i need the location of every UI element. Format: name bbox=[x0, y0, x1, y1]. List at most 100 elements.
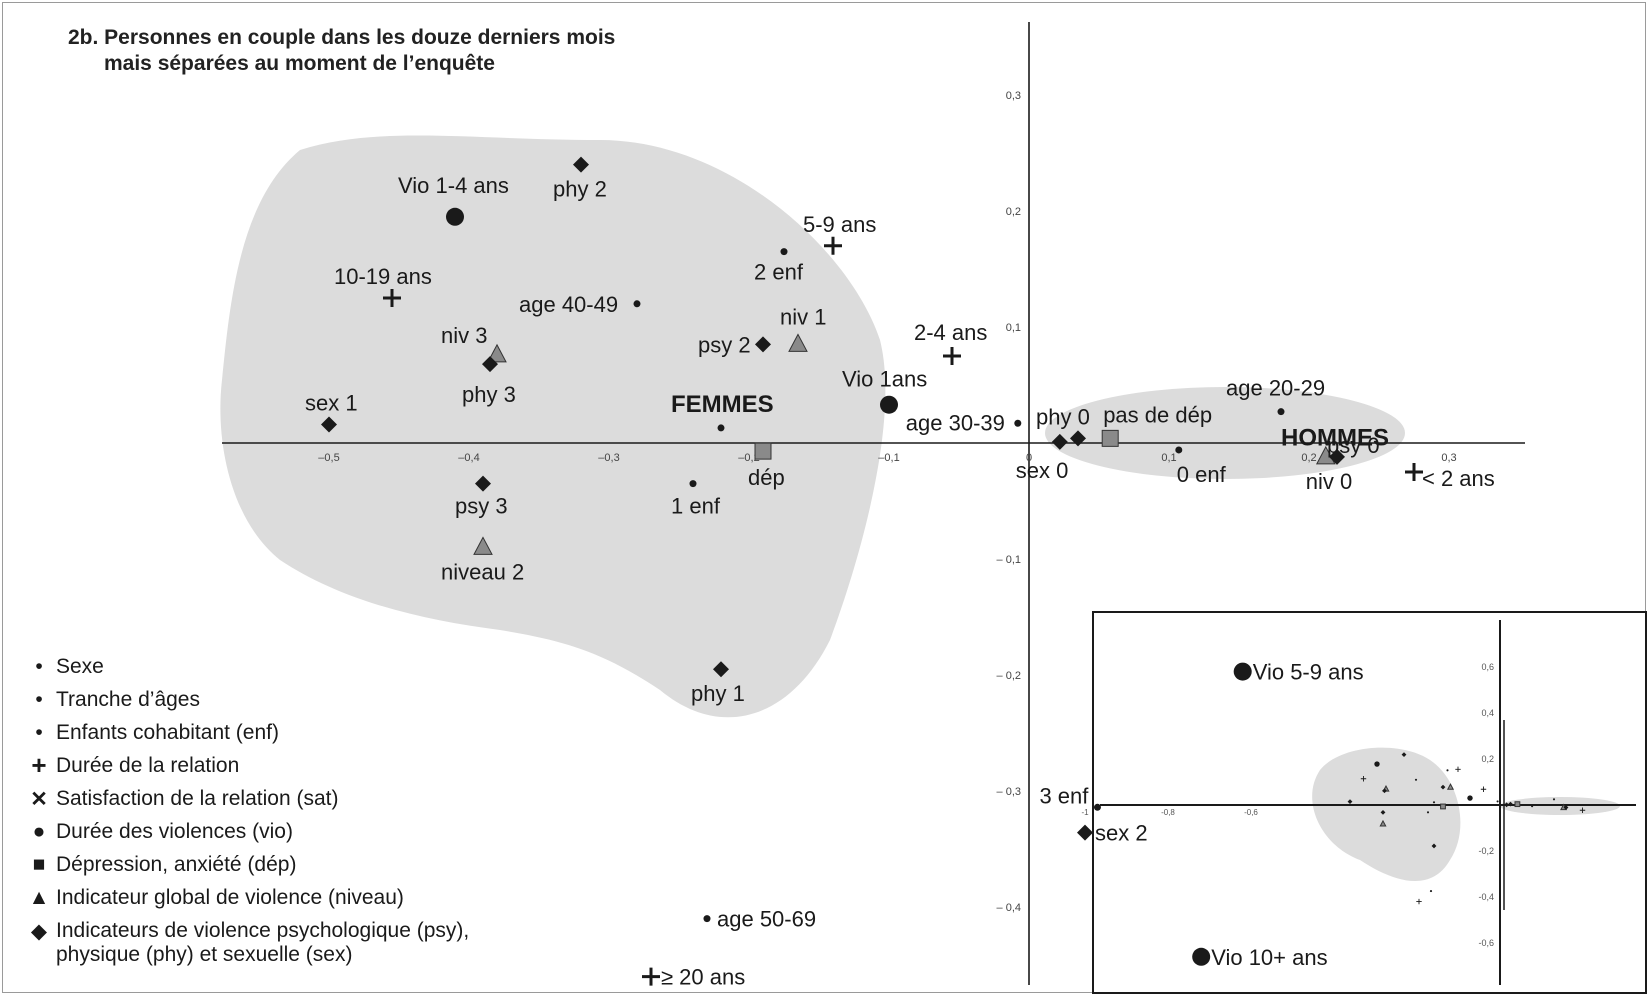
inset-y-tick-label: -0,4 bbox=[1478, 892, 1494, 902]
point-plus bbox=[1480, 786, 1487, 792]
point-label: phy 2 bbox=[553, 177, 607, 202]
point-plus bbox=[1416, 898, 1422, 905]
point-diamond bbox=[1440, 784, 1446, 790]
point-plus bbox=[383, 289, 401, 307]
point-triangle bbox=[487, 343, 507, 363]
point-label: psy 2 bbox=[698, 332, 751, 357]
point-dot bbox=[1277, 408, 1285, 416]
point-diamond bbox=[1051, 433, 1068, 450]
y-tick-label: 0,3 bbox=[1006, 90, 1021, 102]
point-label: sex 0 bbox=[1016, 458, 1069, 483]
point-label: FEMMES bbox=[671, 391, 774, 418]
point-diamond bbox=[475, 475, 491, 492]
point-plus bbox=[1455, 766, 1461, 772]
x-tick-label: –0,1 bbox=[878, 452, 899, 464]
x-tick-label: 0,1 bbox=[1161, 452, 1176, 464]
point-dot bbox=[717, 424, 725, 432]
legend-item: • Tranche d’âges bbox=[22, 688, 469, 721]
inset-x-tick-label: -0,8 bbox=[1161, 808, 1175, 817]
x-tick-label: –0,4 bbox=[458, 452, 479, 464]
inset-point-label: Vio 10+ ans bbox=[1211, 945, 1327, 970]
point-diamond bbox=[1508, 801, 1513, 807]
point-plus bbox=[642, 967, 660, 986]
point-label: age 50-69 bbox=[717, 907, 816, 932]
inset-y-tick-label: -0,2 bbox=[1478, 846, 1494, 856]
inset-y-tick-label: 0,6 bbox=[1481, 662, 1494, 672]
point-diamond bbox=[1431, 843, 1437, 849]
dot-icon: • bbox=[35, 721, 43, 744]
dot-icon: • bbox=[35, 655, 43, 678]
inset-y-tick-label: 0,4 bbox=[1481, 708, 1494, 718]
point-diamond bbox=[713, 661, 729, 678]
point-diamond bbox=[1070, 430, 1086, 447]
point-label: sex 1 bbox=[305, 390, 358, 415]
point-circle bbox=[1192, 947, 1211, 966]
legend: • Sexe • Tranche d’âges • Enfants cohabitan… bbox=[22, 655, 470, 977]
point-diamond bbox=[482, 356, 498, 373]
triangle-icon: ▲ bbox=[28, 886, 50, 909]
point-label: 10-19 ans bbox=[334, 264, 432, 289]
point-label: ≥ 20 ans bbox=[661, 965, 745, 990]
point-triangle bbox=[1379, 819, 1387, 827]
point-dot bbox=[1446, 769, 1449, 772]
point-plus bbox=[943, 347, 961, 365]
x-tick-label: 0 bbox=[1026, 452, 1032, 464]
point-label: 1 enf bbox=[671, 494, 721, 519]
point-circle bbox=[446, 207, 464, 226]
point-label: age 40-49 bbox=[519, 292, 618, 317]
point-plus bbox=[1579, 807, 1586, 813]
x-tick-label: 0,3 bbox=[1441, 452, 1456, 464]
point-label: HOMMES bbox=[1281, 424, 1389, 451]
legend-item: ● Durée des violences (vio) bbox=[22, 820, 469, 853]
inset-point-label: sex 2 bbox=[1095, 821, 1148, 846]
point-label: Vio 1ans bbox=[842, 367, 927, 392]
x-tick-label: –0,5 bbox=[318, 452, 339, 464]
dot-icon: • bbox=[35, 688, 43, 711]
legend-item: ▲ Indicateur global de violence (niveau) bbox=[22, 886, 469, 919]
inset-x-tick-label: -1 bbox=[1081, 808, 1089, 817]
point-diamond bbox=[321, 416, 337, 433]
point-label: niv 3 bbox=[441, 323, 487, 348]
point-circle bbox=[880, 395, 898, 414]
point-label: phy 3 bbox=[462, 382, 516, 407]
point-circle bbox=[1233, 662, 1252, 681]
point-diamond bbox=[1504, 802, 1509, 808]
legend-item: • Enfants cohabitant (enf) bbox=[22, 721, 469, 754]
point-dot bbox=[1175, 446, 1183, 454]
x-tick-label: –0,2 bbox=[738, 452, 759, 464]
point-square bbox=[1101, 429, 1119, 447]
point-dot bbox=[1429, 890, 1433, 893]
point-dot bbox=[1426, 811, 1430, 814]
point-label: psy 0 bbox=[1327, 433, 1380, 458]
point-label: psy 3 bbox=[455, 494, 508, 519]
legend-item: ◆ Indicateurs de violence psychologique (… bbox=[22, 919, 469, 977]
x-tick-label: 0,2 bbox=[1301, 452, 1316, 464]
point-label: niv 1 bbox=[780, 304, 826, 329]
plus-icon: + bbox=[31, 750, 47, 780]
circle-icon: ● bbox=[32, 820, 46, 843]
point-triangle bbox=[1446, 783, 1455, 790]
point-dot bbox=[1414, 778, 1418, 781]
point-dot bbox=[1432, 801, 1436, 804]
point-dot bbox=[1552, 798, 1556, 801]
chart-title-line2: mais séparées au moment de l’enquête bbox=[104, 52, 495, 75]
point-circle bbox=[1374, 761, 1380, 767]
square-icon: ■ bbox=[32, 853, 46, 876]
point-dot bbox=[703, 915, 711, 923]
point-triangle bbox=[788, 333, 808, 352]
y-tick-label: – 0,1 bbox=[997, 554, 1021, 566]
legend-item: ■ Dépression, anxiété (dép) bbox=[22, 853, 469, 886]
point-dot bbox=[633, 300, 641, 308]
y-tick-label: 0,1 bbox=[1006, 322, 1021, 334]
point-dot bbox=[780, 248, 788, 256]
inset-femmes-cluster bbox=[1312, 747, 1461, 881]
point-label: phy 0 bbox=[1036, 404, 1090, 429]
point-label: niv 0 bbox=[1306, 469, 1352, 494]
chart-title-line1: 2b. Personnes en couple dans les douze d… bbox=[68, 26, 616, 49]
point-label: age 30-39 bbox=[906, 410, 1005, 435]
y-tick-label: – 0,3 bbox=[997, 786, 1021, 798]
inset-y-tick-label: -0,6 bbox=[1478, 938, 1494, 948]
